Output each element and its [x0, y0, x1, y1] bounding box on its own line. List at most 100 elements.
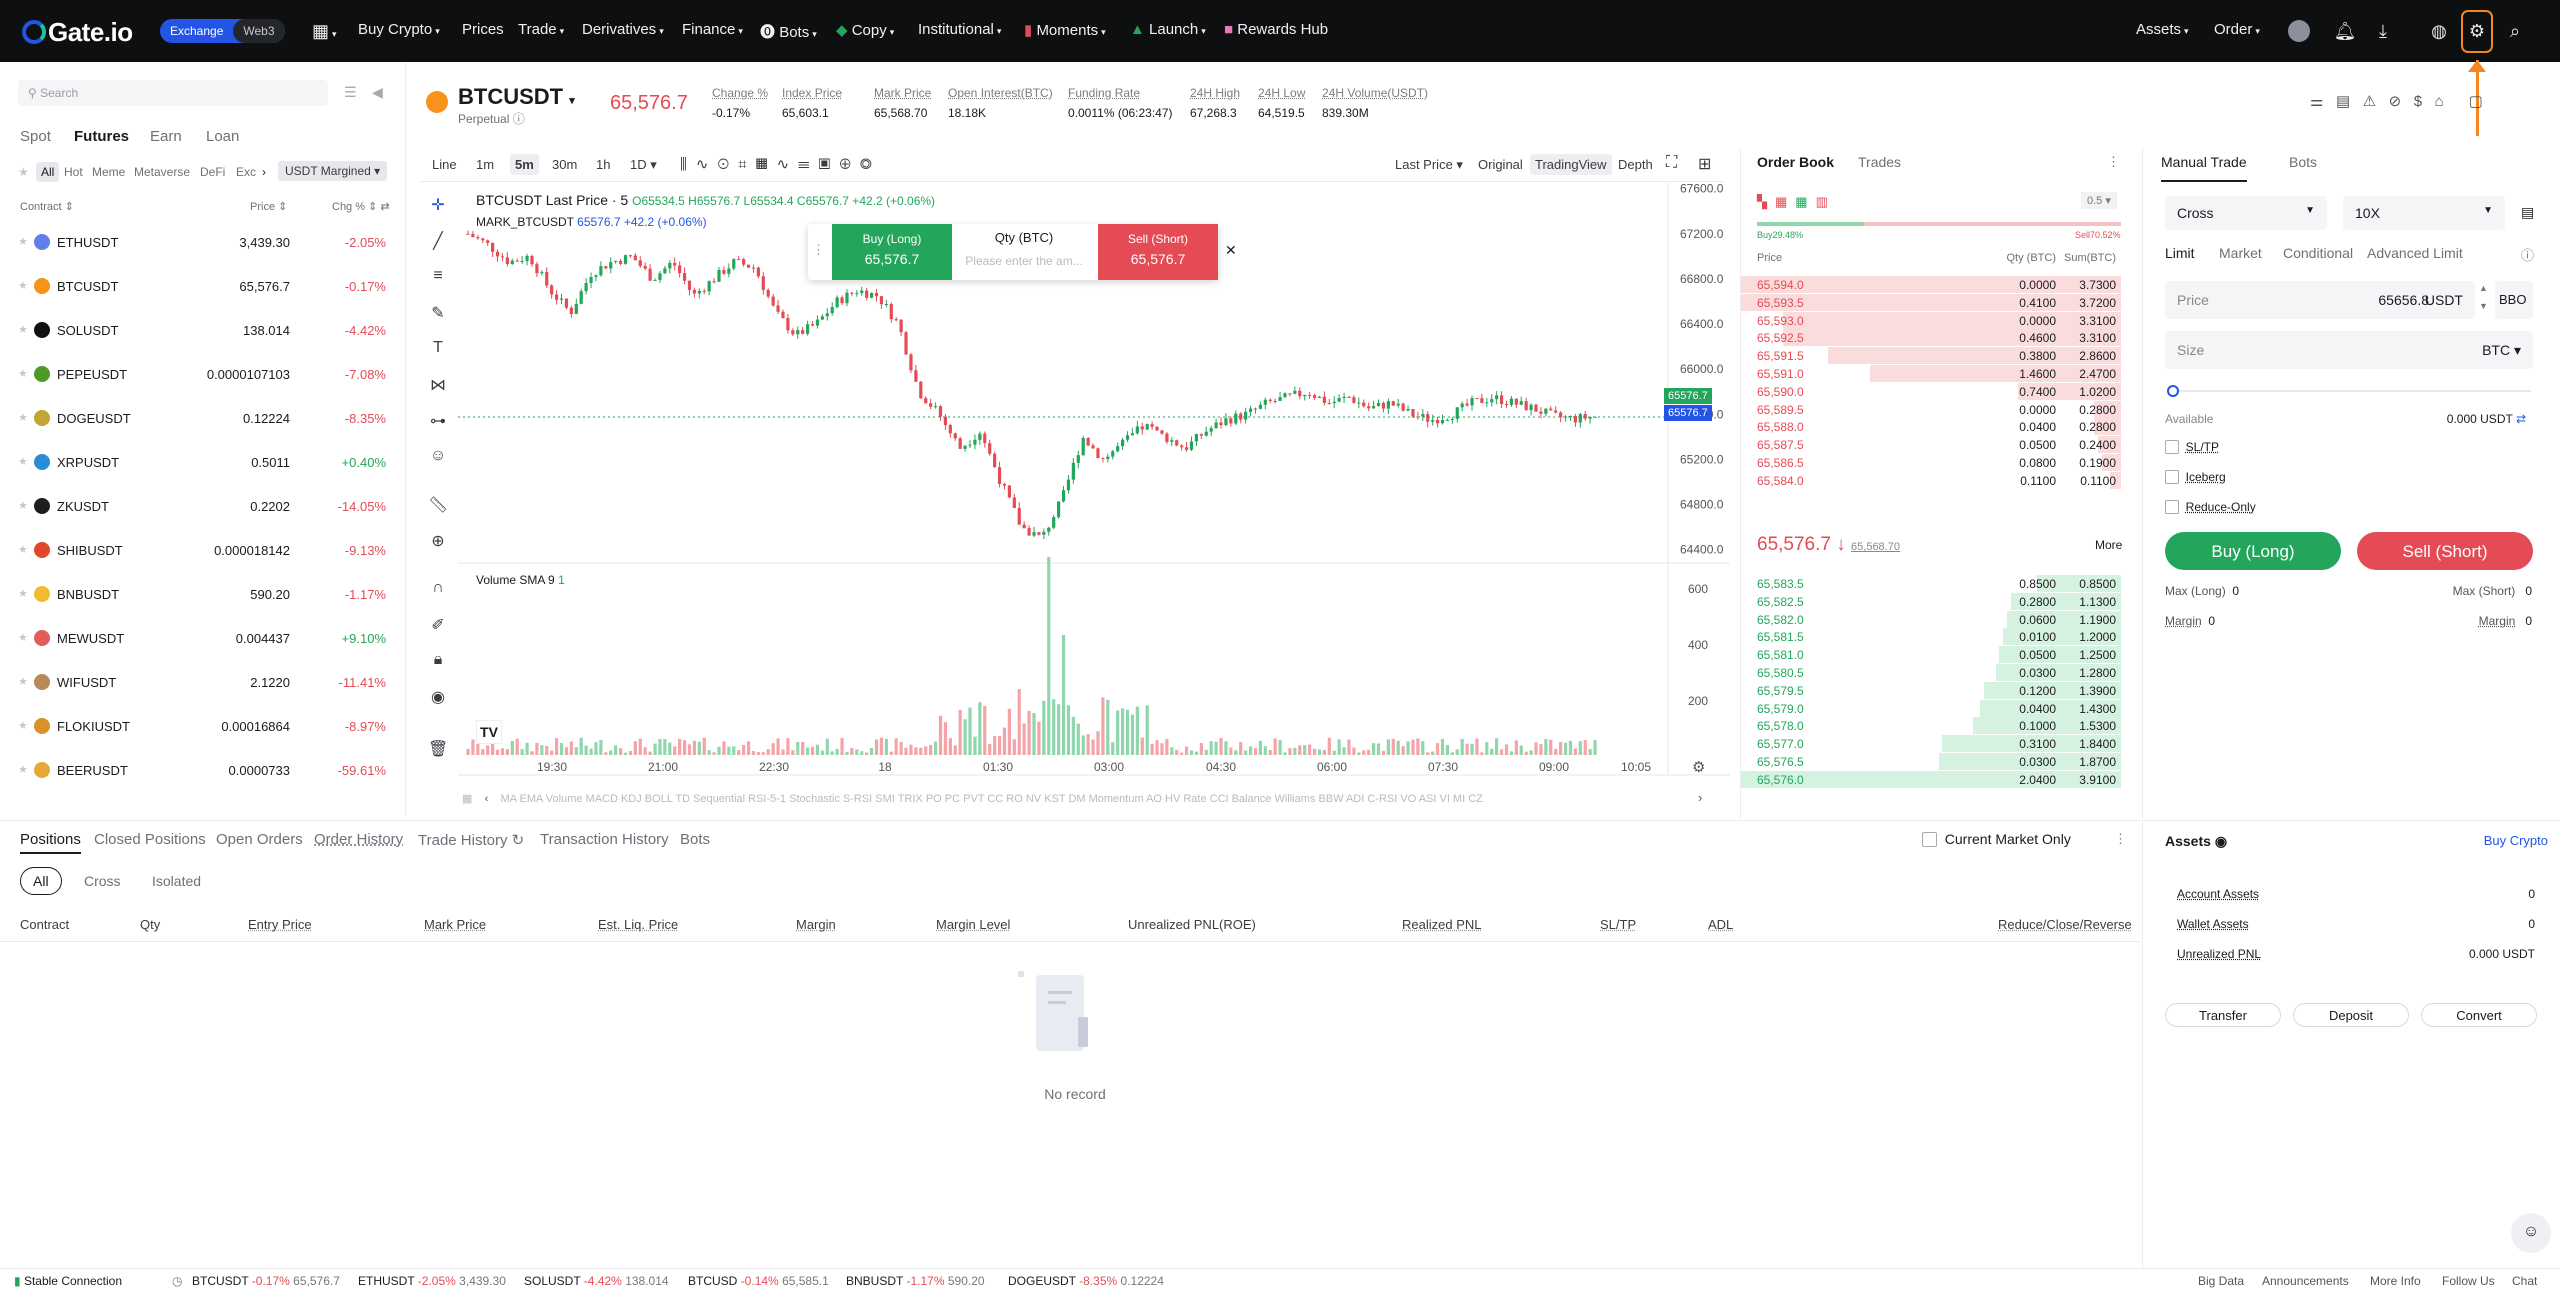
- filter-isolated[interactable]: Isolated: [152, 873, 202, 889]
- orderbook-row[interactable]: 65,584.0 0.1100 0.1100: [1741, 471, 2121, 489]
- footer-link[interactable]: More Info: [2370, 1274, 2421, 1288]
- pair-select[interactable]: BTCUSDT ▾: [458, 84, 575, 109]
- magnet-icon[interactable]: ∩: [432, 579, 444, 596]
- status-ticker[interactable]: BNBUSDT -1.17% 590.20: [846, 1274, 985, 1288]
- eye-icon[interactable]: ◉: [2214, 833, 2228, 849]
- status-ticker[interactable]: SOLUSDT -4.42% 138.014: [524, 1274, 669, 1288]
- view-tradingview[interactable]: TradingView: [1530, 154, 1612, 175]
- market-row[interactable]: ★ DOGEUSDT 0.12224 -8.35%: [0, 398, 400, 442]
- market-row[interactable]: ★ BNBUSDT 590.20 -1.17%: [0, 574, 400, 618]
- orderbook-row[interactable]: 65,593.5 0.4100 3.7200: [1741, 293, 2121, 311]
- favorite-star-icon[interactable]: ★: [18, 676, 28, 688]
- buy-long-button[interactable]: Buy (Long): [2165, 532, 2341, 570]
- more-vertical-icon[interactable]: ⋮: [2114, 831, 2127, 846]
- orderbook-row[interactable]: 65,583.5 0.8500 0.8500: [1741, 575, 2121, 592]
- subtab-meme[interactable]: Meme: [92, 165, 126, 179]
- measure-icon[interactable]: ⊶: [430, 413, 446, 430]
- avatar[interactable]: [2284, 16, 2314, 46]
- tab-manual-trade[interactable]: Manual Trade: [2161, 154, 2247, 182]
- interval-1h[interactable]: 1h: [596, 157, 611, 172]
- info-icon[interactable]: ⓘ: [2521, 248, 2535, 263]
- interval-1m[interactable]: 1m: [476, 157, 495, 172]
- trash-icon[interactable]: 🗑︎: [428, 741, 449, 758]
- tab-order-history[interactable]: Order History: [314, 831, 404, 848]
- view-depth[interactable]: Depth: [1618, 157, 1653, 172]
- quick-qty-input[interactable]: Please enter the am...: [965, 254, 1083, 268]
- orderbook-row[interactable]: 65,580.5 0.0300 1.2800: [1741, 664, 2121, 681]
- nav-buy-crypto[interactable]: Buy Crypto ▾: [358, 21, 440, 38]
- brush-icon[interactable]: ✎: [431, 305, 445, 322]
- col-change[interactable]: Chg % ⇕ ⇄: [332, 201, 390, 213]
- trend-line-icon[interactable]: ╱: [433, 233, 443, 250]
- orderbook-row[interactable]: 65,582.5 0.2800 1.1300: [1741, 592, 2121, 610]
- favorite-star-icon[interactable]: ★: [18, 280, 28, 292]
- subtab-metaverse[interactable]: Metaverse: [134, 165, 191, 179]
- exchange-web3-switch[interactable]: Exchange Web3: [160, 19, 285, 43]
- orderbook-row[interactable]: 65,576.0 2.0400 3.9100: [1741, 770, 2121, 788]
- orderbook-row[interactable]: 65,593.0 0.0000 3.3100: [1741, 311, 2121, 329]
- favorite-star-icon[interactable]: ★: [18, 456, 28, 468]
- orderbook-row[interactable]: 65,591.0 1.4600 2.4700: [1741, 365, 2121, 382]
- close-quick-trade-icon[interactable]: ✕: [1225, 242, 1237, 258]
- quick-sell-button[interactable]: Sell (Short) 65,576.7: [1098, 224, 1218, 280]
- order-type-conditional[interactable]: Conditional: [2283, 245, 2354, 261]
- tab-earn[interactable]: Earn: [150, 128, 182, 145]
- lock-icon[interactable]: 🔒︎: [433, 651, 443, 668]
- nav-derivatives[interactable]: Derivatives ▾: [582, 21, 664, 38]
- nav-trade[interactable]: Trade ▾: [518, 21, 565, 38]
- tab-open-orders[interactable]: Open Orders: [216, 831, 303, 848]
- favorite-star-icon[interactable]: ★: [18, 412, 28, 424]
- nav-prices[interactable]: Prices: [462, 21, 504, 38]
- chart-settings-icon[interactable]: ⚙: [1692, 759, 1706, 776]
- more-vertical-icon[interactable]: ⋮: [2107, 154, 2120, 169]
- interval-1d[interactable]: 1D ▾: [630, 157, 657, 172]
- chevron-right-icon[interactable]: ›: [262, 165, 266, 179]
- iceberg-checkbox[interactable]: Iceberg: [2165, 470, 2226, 484]
- nav-launch[interactable]: ▲ Launch ▾: [1130, 21, 1206, 38]
- lock-draw-icon[interactable]: ✐: [431, 617, 445, 634]
- bookmark-icon[interactable]: ⌂: [2434, 93, 2444, 110]
- chart-tool-icons[interactable]: ⫼∿⊙⌗▦∿☰▣⊕◎: [680, 156, 881, 173]
- exchange-tab[interactable]: Exchange: [170, 24, 224, 38]
- nav-assets[interactable]: Assets ▾: [2136, 21, 2189, 38]
- nav-rewards-hub[interactable]: ■ Rewards Hub: [1224, 21, 1328, 38]
- order-type-limit[interactable]: Limit: [2165, 245, 2195, 261]
- market-row[interactable]: ★ SOLUSDT 138.014 -4.42%: [0, 310, 400, 354]
- favorite-star-icon[interactable]: ★: [18, 632, 28, 644]
- web3-tab[interactable]: Web3: [233, 19, 285, 43]
- market-row[interactable]: ★ BEERUSDT 0.0000733 -59.61%: [0, 750, 400, 794]
- sell-short-button[interactable]: Sell (Short): [2357, 532, 2533, 570]
- orderbook-row[interactable]: 65,581.5 0.0100 1.2000: [1741, 628, 2121, 646]
- orderbook-row[interactable]: 65,591.5 0.3800 2.8600: [1741, 347, 2121, 365]
- market-row[interactable]: ★ ZKUSDT 0.2202 -14.05%: [0, 486, 400, 530]
- convert-button[interactable]: Convert: [2421, 1003, 2537, 1027]
- status-ticker[interactable]: BTCUSDT -0.17% 65,576.7: [192, 1274, 340, 1288]
- tab-trade-history[interactable]: Trade History ↻: [418, 831, 524, 849]
- text-icon[interactable]: T: [433, 339, 443, 356]
- favorites-star-icon[interactable]: ★: [18, 165, 29, 179]
- more-link[interactable]: More: [2095, 538, 2123, 552]
- tab-order-book[interactable]: Order Book: [1757, 154, 1835, 170]
- favorite-star-icon[interactable]: ★: [18, 720, 28, 732]
- nav-institutional[interactable]: Institutional ▾: [918, 21, 1002, 38]
- filter-all[interactable]: All: [20, 867, 62, 895]
- footer-link[interactable]: Announcements: [2262, 1274, 2349, 1288]
- layout-icon[interactable]: ▢: [2468, 93, 2483, 110]
- market-row[interactable]: ★ SHIBUSDT 0.000018142 -9.13%: [0, 530, 400, 574]
- orderbook-row[interactable]: 65,578.0 0.1000 1.5300: [1741, 717, 2121, 735]
- footer-link[interactable]: Follow Us: [2442, 1274, 2495, 1288]
- orderbook-row[interactable]: 65,577.0 0.3100 1.8400: [1741, 735, 2121, 753]
- transfer-icon[interactable]: ⇄: [2515, 412, 2526, 426]
- favorite-star-icon[interactable]: ★: [18, 588, 28, 600]
- indicator-prev-icon[interactable]: ‹: [484, 793, 489, 805]
- orderbook-row[interactable]: 65,594.0 0.0000 3.7300: [1741, 276, 2121, 293]
- download-icon[interactable]: ⤓: [2379, 20, 2387, 41]
- col-contract[interactable]: Contract ⇕: [20, 201, 74, 213]
- status-ticker[interactable]: ETHUSDT -2.05% 3,439.30: [358, 1274, 506, 1288]
- bell-icon[interactable]: 🔔︎: [2333, 20, 2357, 41]
- transfer-button[interactable]: Transfer: [2165, 1003, 2281, 1027]
- calculator-icon[interactable]: ▤: [2521, 204, 2535, 220]
- interval-line[interactable]: Line: [432, 157, 457, 172]
- reduce-only-checkbox[interactable]: Reduce-Only: [2165, 500, 2256, 514]
- tab-bots[interactable]: Bots: [680, 831, 711, 848]
